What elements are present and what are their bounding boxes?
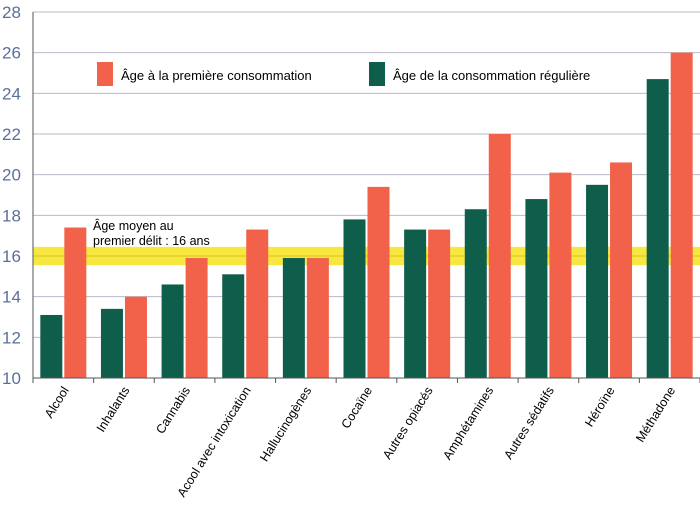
bar-first-use <box>670 52 693 379</box>
bar-regular-use <box>100 308 123 378</box>
category-label: Autres opiacés <box>380 384 436 462</box>
legend-label-regular-use: Âge de la consommation régulière <box>393 68 590 83</box>
bar-first-use <box>610 162 633 378</box>
y-tick-label: 16 <box>2 247 21 266</box>
category-label: Cocaïne <box>338 384 375 431</box>
y-tick-labels: 10 12 14 16 18 20 22 24 26 28 <box>2 3 21 388</box>
reference-label-line1: Âge moyen au <box>93 218 174 233</box>
bar-first-use <box>367 186 390 378</box>
y-tick-label: 12 <box>2 328 21 347</box>
bar-first-use <box>306 258 329 378</box>
reference-label-line2: premier délit : 16 ans <box>93 234 210 248</box>
category-label: Héroïne <box>582 384 617 429</box>
bar-first-use <box>246 229 269 378</box>
bar-first-use <box>124 296 147 378</box>
category-label: Autres sédatifs <box>501 384 557 462</box>
legend-swatch-first-use <box>97 62 113 86</box>
bar-first-use <box>64 227 87 378</box>
bar-regular-use <box>586 184 609 378</box>
category-label: Amphétamines <box>440 384 496 462</box>
bar-regular-use <box>464 209 487 378</box>
legend: Âge à la première consommation Âge de la … <box>97 62 590 86</box>
y-tick-label: 14 <box>2 288 21 307</box>
category-label: Hallucinogènes <box>257 384 314 464</box>
bar-regular-use <box>404 229 427 378</box>
category-label: Méthadone <box>633 384 678 445</box>
bar-regular-use <box>282 258 305 378</box>
y-tick-label: 24 <box>2 84 21 103</box>
bar-regular-use <box>161 284 184 378</box>
y-tick-label: 10 <box>2 369 21 388</box>
bar-first-use <box>428 229 451 378</box>
legend-label-first-use: Âge à la première consommation <box>121 68 312 83</box>
bar-first-use <box>185 258 208 378</box>
bar-regular-use <box>646 79 669 378</box>
y-tick-label: 26 <box>2 44 21 63</box>
y-tick-label: 22 <box>2 125 21 144</box>
bar-regular-use <box>222 274 245 378</box>
bars <box>40 52 693 379</box>
axes <box>32 12 700 383</box>
y-tick-label: 18 <box>2 206 21 225</box>
bar-regular-use <box>40 314 63 378</box>
legend-swatch-regular-use <box>369 62 385 86</box>
category-label: Alcool <box>42 384 72 420</box>
category-label: Inhalants <box>94 384 133 434</box>
category-label: Cannabis <box>153 384 193 436</box>
bar-regular-use <box>525 199 548 378</box>
bar-regular-use <box>343 219 366 378</box>
y-tick-label: 20 <box>2 166 21 185</box>
bar-first-use <box>488 134 511 378</box>
y-tick-label: 28 <box>2 3 21 22</box>
bar-first-use <box>549 172 572 378</box>
